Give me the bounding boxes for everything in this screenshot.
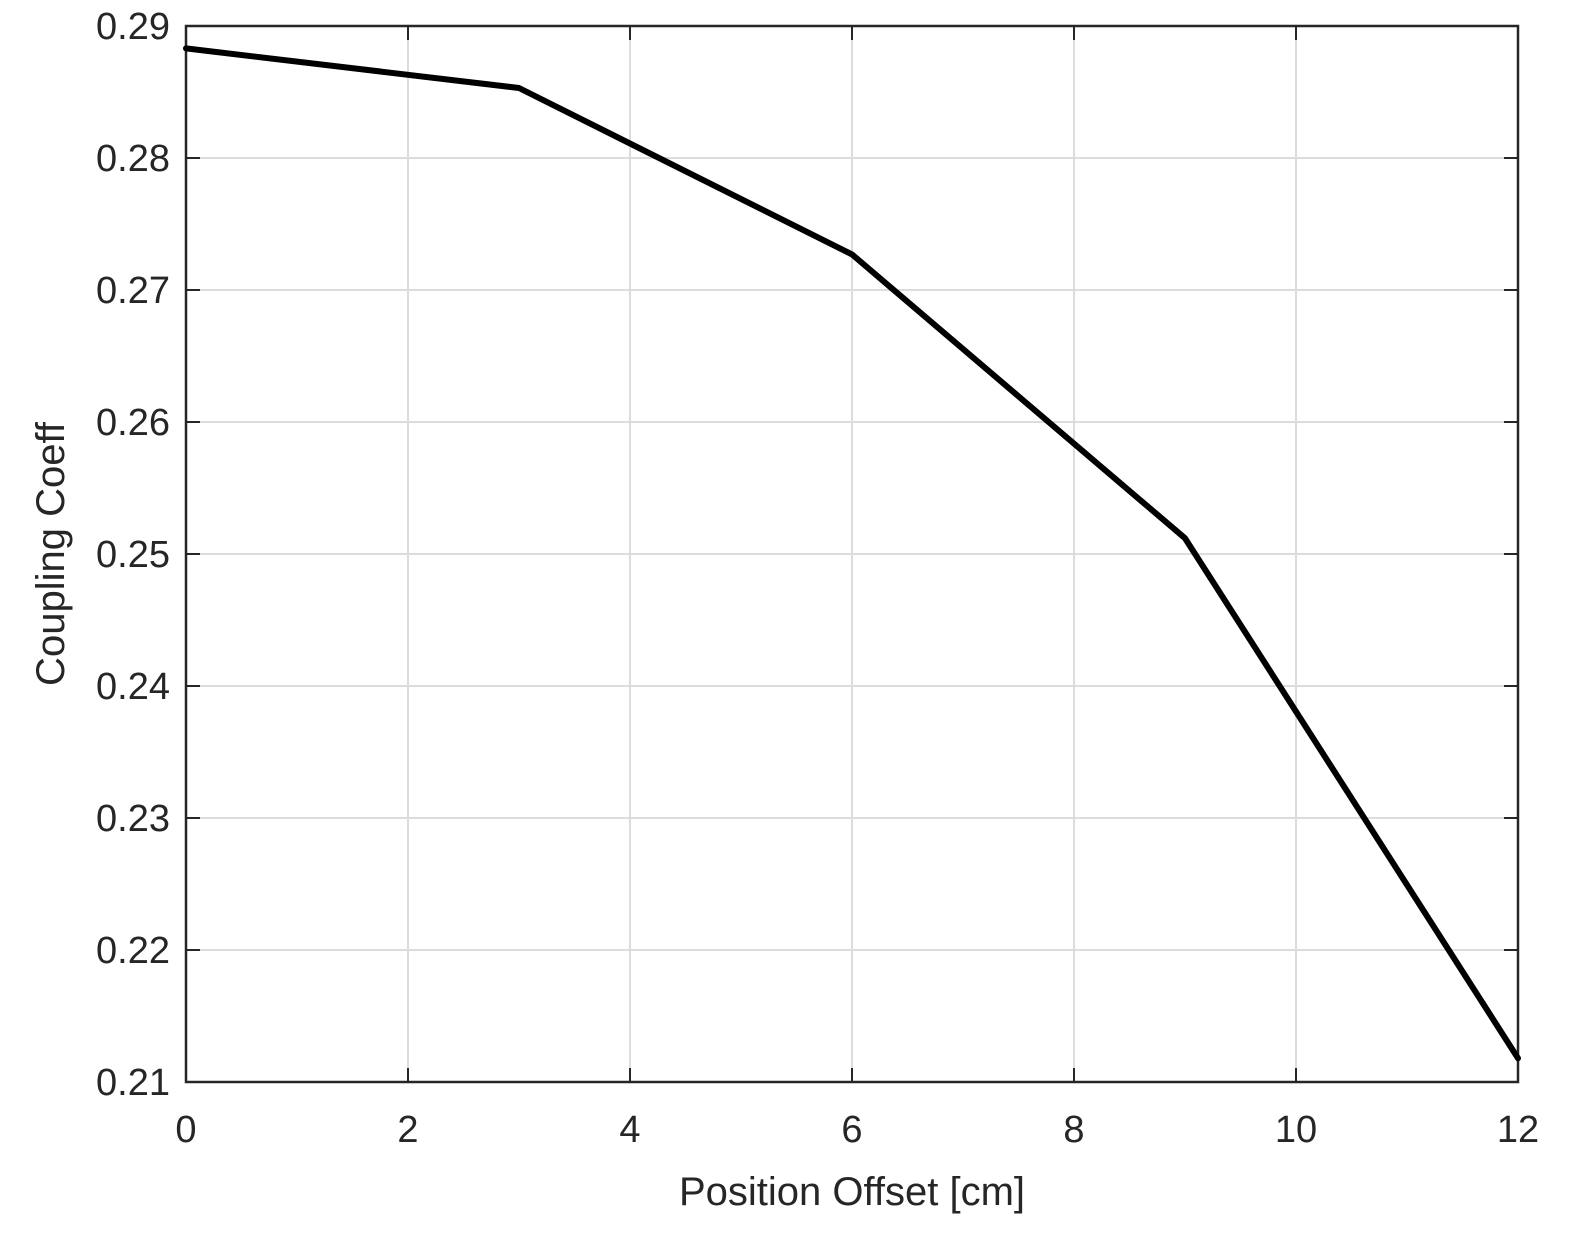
y-axis-label: Coupling Coeff (29, 421, 73, 686)
x-tick-label: 8 (1063, 1109, 1084, 1151)
x-axis-label: Position Offset [cm] (679, 1170, 1025, 1214)
x-tick-label: 6 (841, 1109, 862, 1151)
y-tick-label: 0.26 (96, 402, 170, 444)
series-line (183, 45, 1521, 1062)
x-tick-label: 2 (397, 1109, 418, 1151)
x-tick-label: 12 (1497, 1109, 1539, 1151)
x-tick-labels: 0 2 4 6 8 10 12 (175, 1109, 1539, 1151)
y-tick-label: 0.29 (96, 6, 170, 48)
y-tick-label: 0.28 (96, 138, 170, 180)
y-tick-label: 0.24 (96, 666, 170, 708)
x-tick-label: 0 (175, 1109, 196, 1151)
plot-area-frame (184, 24, 1520, 1084)
y-tick-label: 0.23 (96, 798, 170, 840)
y-tick-label: 0.21 (96, 1062, 170, 1104)
y-tick-label: 0.27 (96, 270, 170, 312)
y-tick-label: 0.22 (96, 930, 170, 972)
x-tick-label: 10 (1275, 1109, 1317, 1151)
y-tick-labels: 0.21 0.22 0.23 0.24 0.25 0.26 0.27 0.28 0.29 (96, 6, 170, 1104)
x-tick-label: 4 (619, 1109, 640, 1151)
grid (186, 26, 1518, 1082)
series-layer (183, 45, 1521, 1062)
y-tick-label: 0.25 (96, 534, 170, 576)
